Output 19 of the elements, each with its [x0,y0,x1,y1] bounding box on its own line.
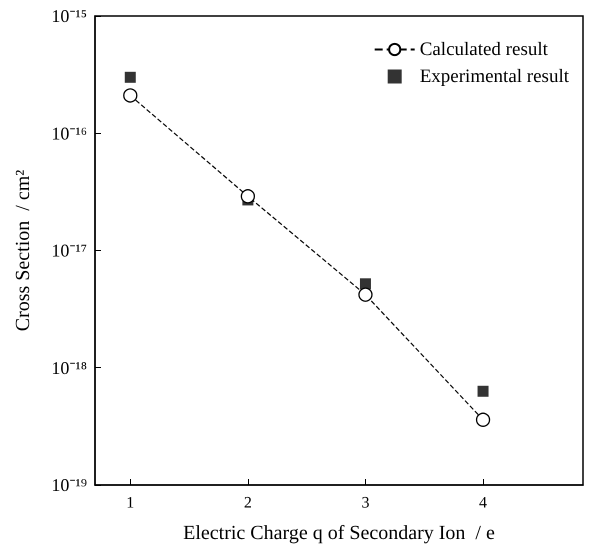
point [240,189,256,204]
x-tick-label: 2 [244,494,252,512]
y-tick-label: 10⁻¹⁵ [51,6,87,26]
point [478,386,489,397]
x-tick-label: 3 [361,494,370,512]
y-tick-label: 10⁻¹⁶ [51,123,87,144]
legend-label: Calculated result [420,39,549,60]
point [476,412,490,427]
y-tick-label: 10⁻¹⁸ [51,358,87,378]
x-tick-label: 4 [479,494,488,512]
point [124,72,136,83]
point [123,88,138,103]
y-axis-title: Cross Section / cm² [12,170,34,332]
y-tick-label: 10⁻¹⁷ [51,240,87,260]
legend-label: Experimental result [420,66,570,87]
point [358,288,373,302]
x-tick-label: 1 [126,494,134,512]
x-axis-title: Electric Charge q of Secondary Ion / e [183,522,495,544]
y-tick-label: 10⁻¹⁹ [51,475,87,495]
